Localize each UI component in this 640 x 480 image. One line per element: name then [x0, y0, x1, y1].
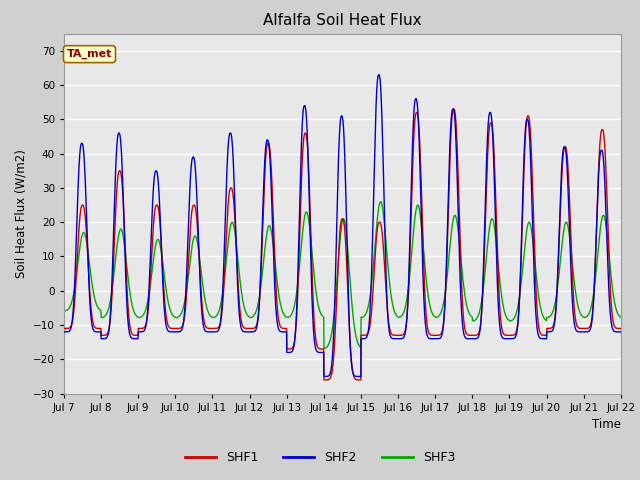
Legend: SHF1, SHF2, SHF3: SHF1, SHF2, SHF3	[180, 446, 460, 469]
Title: Alfalfa Soil Heat Flux: Alfalfa Soil Heat Flux	[263, 13, 422, 28]
Text: TA_met: TA_met	[67, 49, 112, 59]
X-axis label: Time: Time	[592, 418, 621, 431]
Y-axis label: Soil Heat Flux (W/m2): Soil Heat Flux (W/m2)	[15, 149, 28, 278]
